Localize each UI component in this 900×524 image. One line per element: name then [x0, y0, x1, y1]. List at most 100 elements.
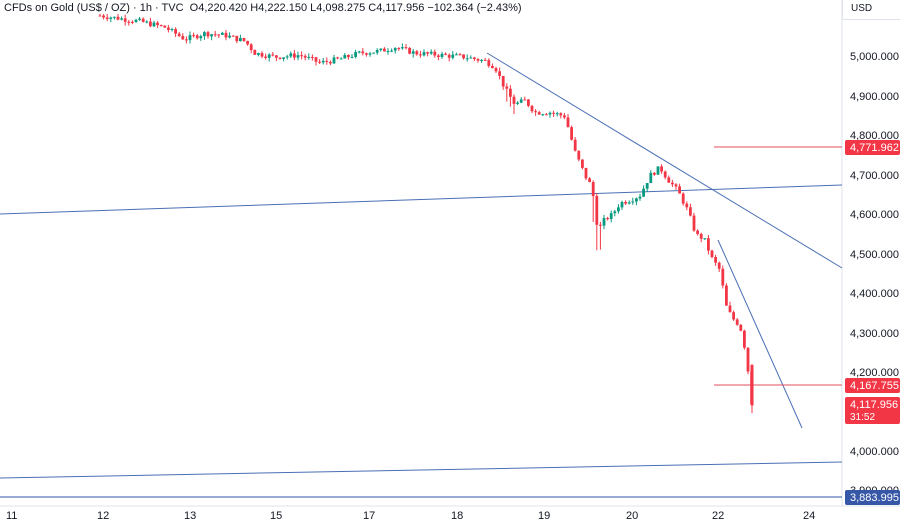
candle-body — [707, 238, 710, 251]
candle-body — [152, 22, 156, 27]
price-tick: 4,800.000 — [850, 130, 899, 142]
candle-body — [217, 34, 221, 36]
candle-body — [206, 32, 210, 37]
candle-body — [447, 54, 451, 58]
candle-body — [174, 29, 177, 34]
price-tick: 4,400.000 — [850, 288, 899, 300]
candle-body — [181, 36, 185, 40]
candle-body — [325, 60, 329, 62]
candle-body — [195, 35, 199, 39]
candle-body — [231, 35, 235, 37]
candle-body — [725, 285, 728, 306]
candle-body — [523, 99, 527, 101]
candle-body — [541, 114, 545, 116]
candle-body — [505, 86, 509, 89]
trendline-upper-channel[interactable] — [0, 184, 843, 215]
candle-body — [224, 32, 228, 38]
candle-body — [721, 268, 725, 286]
price-tick: 4,500.000 — [850, 249, 899, 261]
candle-body — [170, 29, 174, 31]
time-tick: 20 — [626, 510, 638, 522]
currency-selector[interactable]: USD — [842, 0, 900, 20]
candle-body — [177, 33, 181, 37]
candle-body — [332, 57, 336, 64]
candle-body — [300, 55, 303, 57]
candle-body — [570, 127, 573, 140]
candle-body — [581, 159, 584, 168]
price-tick: 4,000.000 — [850, 446, 899, 458]
trendline-descending-minor[interactable] — [717, 239, 803, 429]
candle-body — [458, 54, 462, 56]
candle-body — [566, 117, 570, 128]
candle-body — [494, 68, 498, 72]
candle-body — [239, 38, 242, 42]
candle-body — [617, 207, 620, 212]
candle-body — [635, 198, 638, 202]
candle-body — [429, 51, 433, 54]
candle-body — [545, 114, 548, 116]
candle-body — [638, 196, 642, 199]
candle-body — [451, 54, 455, 58]
candle-body — [102, 15, 105, 18]
candle-body — [563, 115, 566, 118]
separator: · — [151, 2, 162, 14]
price-tag-last-text: 4,117.956 — [850, 399, 898, 411]
candle-body — [267, 54, 271, 58]
candle-body — [141, 18, 145, 22]
candle-body — [717, 262, 721, 269]
candle-body — [559, 113, 563, 116]
candle-body — [642, 188, 645, 197]
candle-body — [653, 172, 656, 175]
trendline-lower-channel[interactable] — [0, 461, 843, 479]
price-tag-last: 4,117.956 31:52 — [845, 397, 900, 424]
candle-body — [408, 47, 411, 54]
candle-body — [285, 56, 289, 58]
candle-body — [685, 203, 689, 208]
candle-body — [743, 330, 746, 348]
candle-body — [473, 57, 476, 60]
candle-body — [645, 183, 649, 189]
price-tag-resistance-text: 4,771.962 — [850, 142, 899, 154]
candle-body — [386, 51, 390, 53]
candle-body — [584, 167, 588, 179]
time-tick: 13 — [184, 510, 196, 522]
candle-body — [548, 112, 552, 115]
timeframe[interactable]: 1h — [139, 2, 152, 14]
candle-body — [228, 35, 231, 38]
candle-body — [329, 61, 332, 64]
candle-body — [746, 347, 750, 372]
candle-body — [293, 53, 296, 58]
candle-body — [314, 57, 318, 62]
candle-body — [361, 51, 365, 54]
candle-body — [113, 16, 116, 18]
candle-body — [278, 57, 282, 59]
candle-body — [692, 215, 696, 231]
candle-body — [631, 201, 635, 203]
candle-body — [440, 53, 444, 57]
candle-body — [480, 59, 483, 61]
data-source: TVC — [161, 2, 184, 14]
candle-body — [491, 65, 494, 69]
candle-body — [203, 32, 206, 37]
candle-body — [455, 54, 458, 56]
candle-body — [393, 48, 397, 51]
trendline-descending-major[interactable] — [486, 52, 843, 269]
chart-legend[interactable]: CFDs on Gold (US$ / OZ) · 1h · TVC O4,22… — [4, 2, 522, 14]
candle-body — [624, 201, 627, 204]
candle-body — [606, 218, 609, 220]
price-tag-resistance: 4,771.962 — [845, 140, 900, 155]
candle-body — [462, 54, 465, 59]
instrument-name[interactable]: CFDs on Gold (US$ / OZ) — [4, 2, 130, 14]
candle-body — [336, 57, 339, 59]
candle-body — [419, 54, 422, 56]
candle-body — [415, 51, 419, 55]
candle-body — [242, 38, 246, 41]
ohlc-values: O4,220.420 H4,222.150 L4,098.275 C4,117.… — [189, 2, 522, 14]
candle-body — [185, 39, 188, 41]
candle-body — [735, 319, 739, 325]
candle-body — [134, 19, 138, 23]
candle-body — [339, 58, 343, 60]
candle-body — [674, 184, 678, 187]
candle-body — [307, 56, 311, 58]
